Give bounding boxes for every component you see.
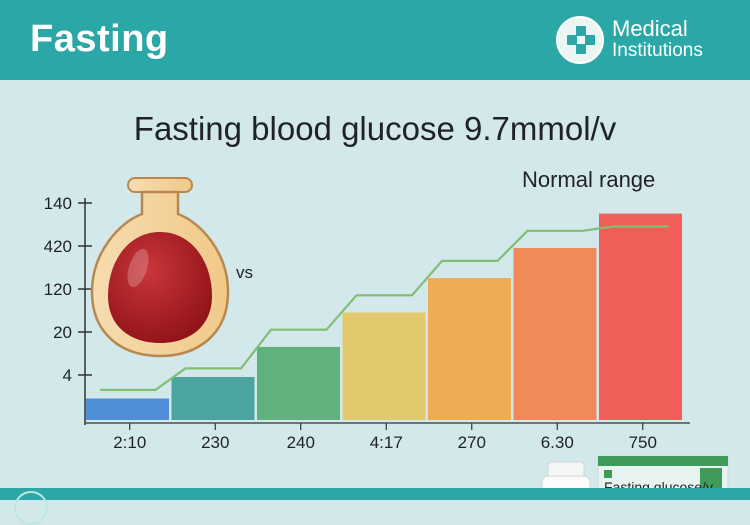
y-tick-label-3: 420: [44, 237, 72, 256]
bar-6: [599, 213, 682, 420]
logo-line-1: Medical: [612, 16, 688, 41]
vs-label: vs: [236, 263, 253, 282]
bar-1: [171, 377, 255, 420]
bar-0: [86, 398, 169, 420]
footer-logo-icon: [14, 491, 48, 525]
bar-3: [342, 312, 426, 420]
institution-logo-text: Medical Institutions: [612, 18, 703, 62]
legend-normal-range: Normal range: [522, 167, 656, 192]
normal-range-line: [100, 225, 669, 391]
x-tick-label-3: 4:17: [370, 433, 403, 452]
bars-layer: [86, 213, 682, 420]
x-tick-label-4: 270: [458, 433, 486, 452]
footer-bar: [0, 488, 750, 500]
header-bar: Fasting Medical Institutions: [0, 0, 750, 80]
chart-title: Fasting blood glucose 9.7mmol/v: [133, 110, 617, 147]
x-tick-label-1: 230: [201, 433, 229, 452]
blood-flask-icon: [90, 177, 230, 358]
x-tick-label-2: 240: [287, 433, 315, 452]
x-tick-label-0: 2:10: [113, 433, 146, 452]
y-tick-label-2: 120: [44, 280, 72, 299]
y-tick-label-4: 140: [44, 194, 72, 213]
logo-line-2: Institutions: [612, 40, 703, 61]
x-ticks-layer: 2:10 230 240 4:17 270 6.30 750: [113, 423, 657, 452]
bar-5: [513, 248, 597, 420]
header-title: Fasting: [30, 18, 169, 60]
medical-cross-icon: [556, 16, 604, 64]
normal-range-layer: [100, 225, 669, 391]
y-tick-label-0: 4: [63, 366, 72, 385]
bar-4: [428, 278, 511, 420]
y-tick-label-1: 20: [53, 323, 72, 342]
bar-2: [257, 346, 340, 420]
x-tick-label-5: 6.30: [541, 433, 574, 452]
x-tick-label-6: 750: [629, 433, 657, 452]
